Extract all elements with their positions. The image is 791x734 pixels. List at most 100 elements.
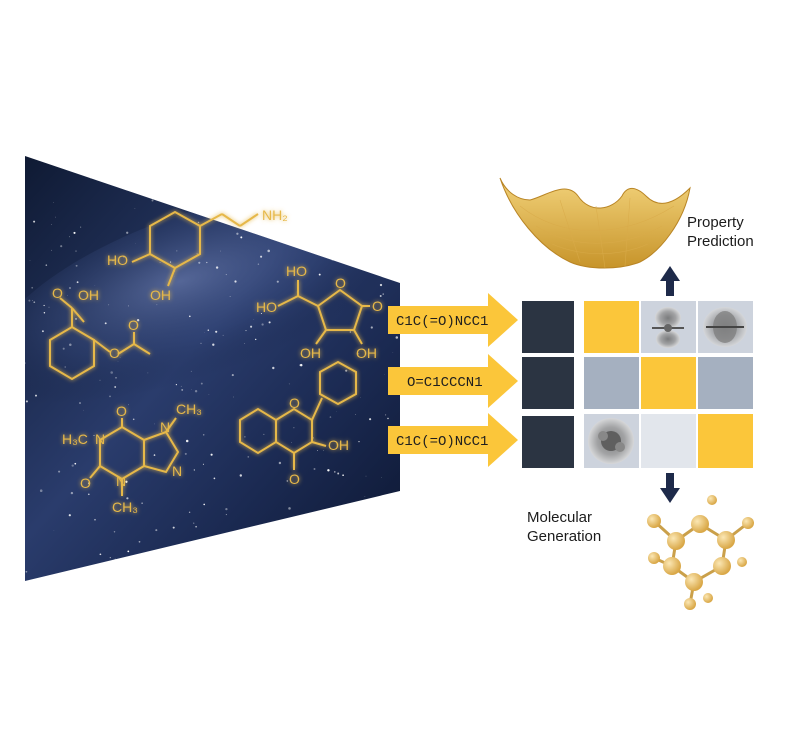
star <box>200 382 203 385</box>
star <box>387 417 389 420</box>
caffeine-label-o2: O <box>80 475 91 491</box>
star <box>39 489 43 492</box>
star <box>288 383 290 385</box>
star <box>212 343 215 346</box>
star <box>88 574 90 576</box>
star <box>329 416 332 418</box>
star <box>278 550 280 552</box>
star <box>202 463 204 465</box>
star <box>89 176 93 179</box>
flavonol-label-o1: O <box>289 395 300 411</box>
star <box>117 361 119 362</box>
star <box>122 255 126 258</box>
star <box>395 336 399 339</box>
star <box>276 280 279 283</box>
star <box>193 469 195 471</box>
star <box>236 232 239 235</box>
star <box>244 436 246 438</box>
star <box>225 507 228 511</box>
star <box>222 334 224 336</box>
star <box>181 388 184 391</box>
star <box>114 558 116 560</box>
star <box>379 283 383 287</box>
star <box>88 171 89 173</box>
star <box>358 353 360 355</box>
caffeine-label-h3c: H₃C <box>62 431 88 447</box>
caffeine-label-ch3-bottom: CH₃ <box>112 499 138 515</box>
grid-cell-r2-c3 <box>641 357 696 409</box>
star <box>291 526 294 528</box>
star <box>33 301 36 304</box>
star <box>349 331 351 333</box>
grid-cell-r2-c1 <box>522 357 574 409</box>
star <box>128 174 131 177</box>
star <box>155 163 156 165</box>
ascorbic-label-oh2: OH <box>356 345 377 361</box>
ascorbic-label-ho1: HO <box>286 263 307 279</box>
star <box>58 470 61 473</box>
star <box>258 192 260 194</box>
star <box>104 322 107 325</box>
ascorbic-label-o1: O <box>335 275 346 291</box>
star <box>165 546 168 550</box>
star <box>247 215 250 218</box>
generation-caption-line-1: Molecular <box>527 509 593 526</box>
star <box>266 554 267 556</box>
star <box>136 319 140 322</box>
generation-caption-line-2: Generation <box>527 528 602 545</box>
star <box>53 530 55 531</box>
star <box>196 549 199 552</box>
star <box>358 441 360 443</box>
star <box>28 299 31 302</box>
star <box>370 326 373 329</box>
star <box>239 474 242 477</box>
star <box>127 305 130 307</box>
star <box>184 452 187 455</box>
star <box>94 518 96 521</box>
star <box>189 315 191 318</box>
star <box>43 312 46 314</box>
grid-cell-r3-c3 <box>641 414 696 468</box>
star <box>339 560 341 563</box>
star <box>385 494 389 497</box>
energy-surface-icon <box>499 177 691 269</box>
star <box>25 570 28 573</box>
star <box>82 409 84 411</box>
grid-cell-r2-c2 <box>584 357 639 409</box>
star <box>109 557 111 559</box>
grid-cell-r2-c4 <box>698 357 753 409</box>
star <box>380 477 382 478</box>
star <box>234 280 237 283</box>
star <box>31 300 33 301</box>
smiles-arrow-2: O=C1CCCN1 <box>388 354 518 408</box>
star <box>369 418 372 421</box>
star <box>288 507 291 510</box>
star <box>233 396 235 398</box>
star <box>321 165 323 168</box>
star <box>71 464 74 467</box>
caffeine-label-n2: N <box>116 473 126 489</box>
star <box>240 236 243 239</box>
star <box>220 250 221 252</box>
orbital-render-2 <box>703 307 747 347</box>
star <box>271 526 273 528</box>
star <box>327 469 330 472</box>
star <box>172 526 175 529</box>
star <box>278 461 282 465</box>
caffeine-label-ch3-top: CH₃ <box>176 401 202 417</box>
star <box>109 395 111 398</box>
star <box>99 379 101 381</box>
dopamine-label-nh2: NH₂ <box>262 207 288 223</box>
molecule-labels: HO OH NH₂ OH O O O HO OH O O HO OH H₃C C… <box>52 207 383 515</box>
star <box>147 372 149 374</box>
star <box>382 293 384 295</box>
star <box>387 535 389 537</box>
star <box>202 434 205 436</box>
aspirin-molecule <box>49 297 151 381</box>
star <box>48 306 50 308</box>
star <box>257 263 260 265</box>
aspirin-label-oh: OH <box>78 287 99 303</box>
star <box>75 264 78 267</box>
star <box>232 165 234 167</box>
up-arrow <box>660 266 680 296</box>
